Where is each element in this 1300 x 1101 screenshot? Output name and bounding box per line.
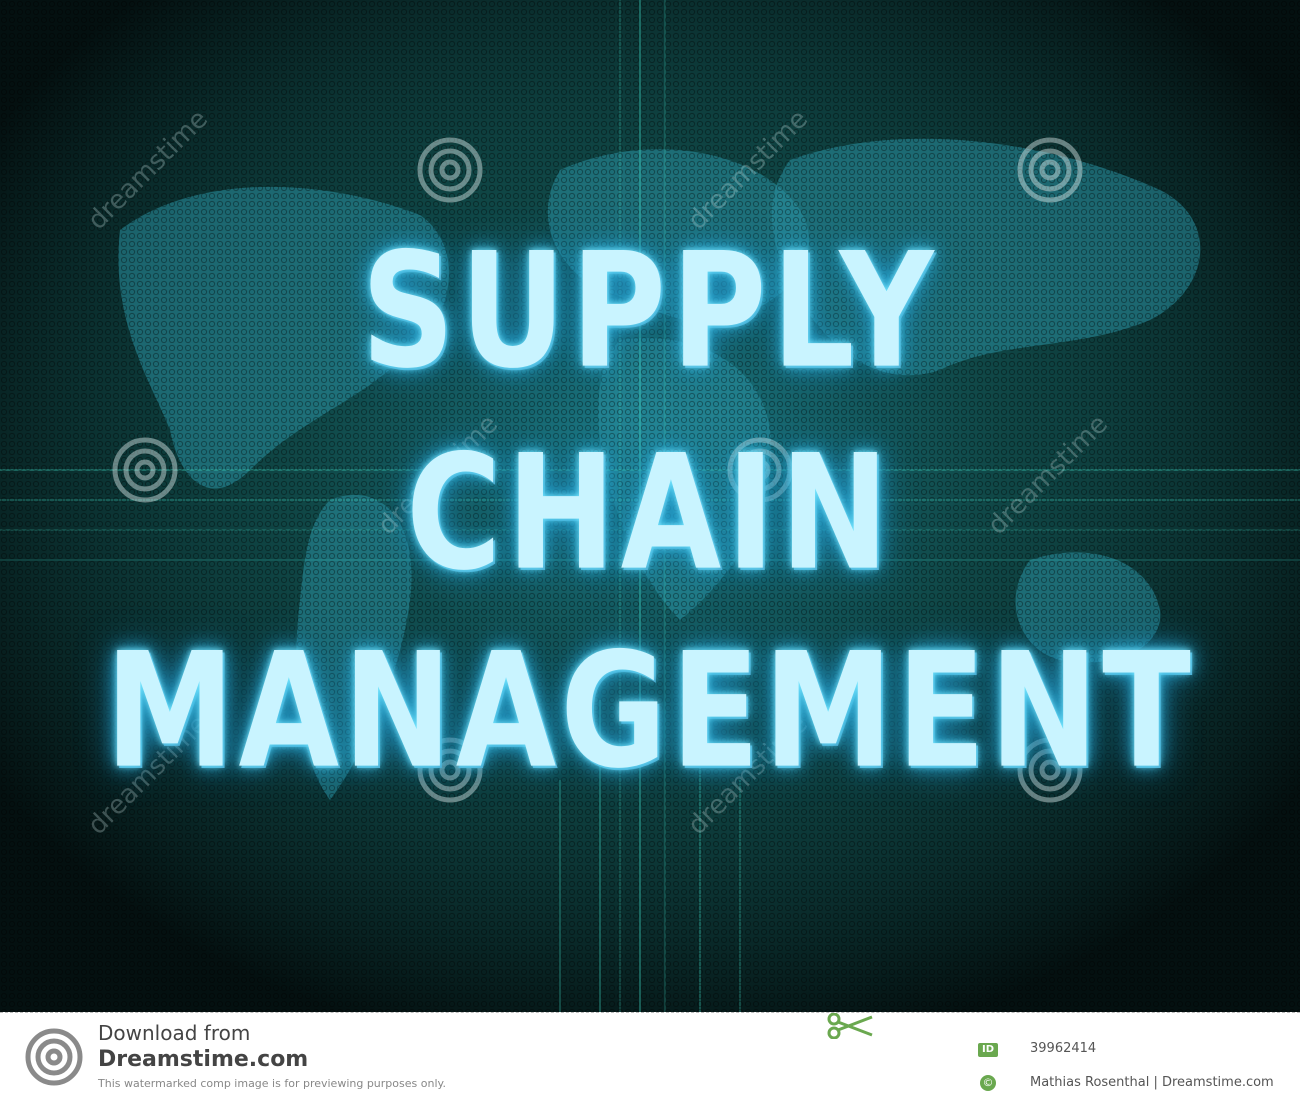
photographer-credit: Mathias Rosenthal | Dreamstime.com	[1030, 1075, 1274, 1090]
download-footer: Download from Dreamstime.com This waterm…	[0, 1012, 1300, 1101]
id-badge: ID	[978, 1043, 998, 1057]
artwork: dreamstime dreamstime dreamstime dreamst…	[0, 0, 1300, 1012]
headline-line-1: SUPPLY	[361, 218, 939, 404]
watermark-spirals	[112, 137, 1083, 803]
copyright-icon: ©	[980, 1075, 996, 1091]
scissors-icon	[827, 1013, 873, 1039]
background-graphic	[0, 0, 1300, 1012]
download-from-text: Download from	[98, 1021, 251, 1045]
preview-notice: This watermarked comp image is for previ…	[98, 1077, 446, 1090]
spiral-logo-icon	[25, 1028, 83, 1086]
headline-line-3: MANAGEMENT	[105, 618, 1195, 804]
site-name: Dreamstime.com	[98, 1047, 309, 1072]
headline-line-2: CHAIN	[406, 420, 894, 606]
image-id: 39962414	[1030, 1041, 1097, 1056]
